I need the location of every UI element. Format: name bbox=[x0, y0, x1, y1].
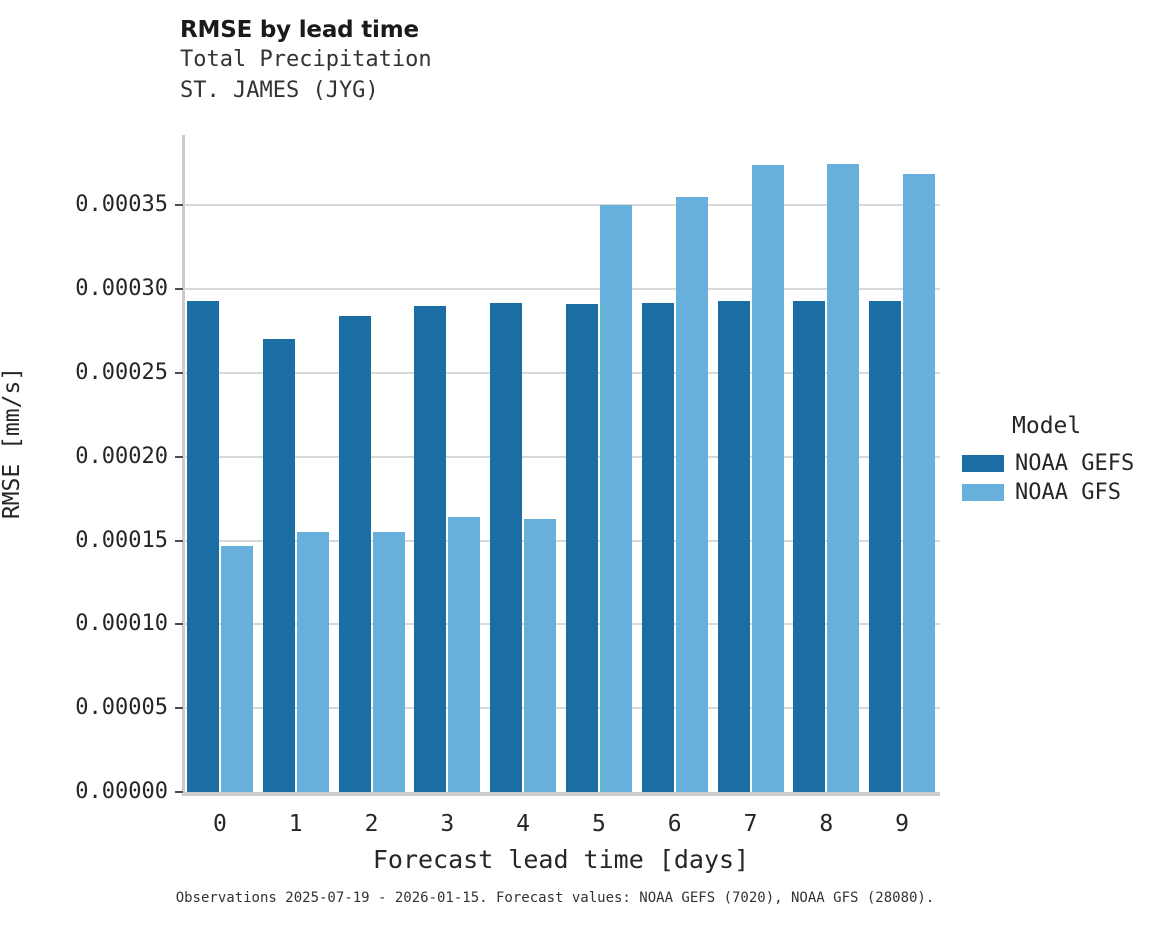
gridline bbox=[182, 707, 940, 710]
y-axis-line bbox=[182, 135, 185, 792]
chart-footnote: Observations 2025-07-19 - 2026-01-15. Fo… bbox=[175, 890, 935, 906]
y-axis-tick bbox=[175, 791, 183, 793]
y-axis-tick bbox=[175, 288, 183, 291]
bar-noaa-gfs-lead-8[interactable] bbox=[827, 163, 860, 792]
x-axis-tick-label: 9 bbox=[895, 811, 910, 837]
y-axis-tick-label: 0.00000 bbox=[75, 779, 168, 804]
y-axis-tick-label: 0.00005 bbox=[75, 695, 168, 721]
x-axis-tick-label: 2 bbox=[364, 811, 379, 837]
bar-noaa-gefs-lead-2[interactable] bbox=[338, 316, 371, 792]
y-axis-tick-labels: 0.00000 0.00005 0.00010 0.00015 0.00020 0.000… bbox=[0, 135, 168, 803]
plot-area bbox=[175, 135, 940, 796]
y-axis-tick-label: 0.00010 bbox=[75, 611, 168, 637]
legend-label-gefs: NOAA GEFS bbox=[1015, 450, 1135, 476]
bar-noaa-gefs-lead-4[interactable] bbox=[490, 302, 523, 792]
legend: Model NOAA GEFS NOAA GFS bbox=[962, 412, 1172, 507]
bar-noaa-gefs-lead-0[interactable] bbox=[186, 300, 219, 792]
y-axis-tick bbox=[175, 623, 183, 626]
bar-noaa-gfs-lead-5[interactable] bbox=[599, 205, 632, 792]
x-axis-tick-label: 1 bbox=[288, 811, 303, 837]
bar-noaa-gefs-lead-9[interactable] bbox=[869, 300, 902, 792]
y-axis-tick bbox=[175, 204, 183, 207]
legend-label-gfs: NOAA GFS bbox=[1015, 479, 1121, 505]
title-block: RMSE by lead time Total Precipitation ST… bbox=[180, 16, 940, 106]
y-axis-tick-label: 0.00025 bbox=[75, 359, 168, 385]
x-axis-line bbox=[182, 792, 940, 796]
chart-subtitle-variable: Total Precipitation bbox=[180, 47, 432, 72]
x-axis-tick-label: 0 bbox=[212, 811, 227, 837]
legend-item-gfs[interactable]: NOAA GFS bbox=[962, 478, 1172, 507]
bar-noaa-gefs-lead-6[interactable] bbox=[641, 302, 674, 792]
bar-noaa-gfs-lead-7[interactable] bbox=[751, 165, 784, 792]
y-axis-tick-label: 0.00030 bbox=[75, 276, 168, 302]
page-title: RMSE by lead time bbox=[180, 17, 419, 43]
bar-noaa-gefs-lead-3[interactable] bbox=[414, 305, 447, 792]
bar-noaa-gfs-lead-9[interactable] bbox=[903, 173, 936, 792]
bar-noaa-gfs-lead-4[interactable] bbox=[524, 518, 557, 792]
x-axis-tick-label: 3 bbox=[440, 811, 455, 837]
bar-noaa-gfs-lead-1[interactable] bbox=[296, 532, 329, 792]
legend-item-gefs[interactable]: NOAA GEFS bbox=[962, 449, 1172, 478]
gridline bbox=[182, 455, 940, 458]
x-axis-tick-label: 6 bbox=[667, 811, 682, 837]
gridline bbox=[182, 623, 940, 626]
x-axis-title: Forecast lead time [days] bbox=[372, 845, 750, 874]
gridline bbox=[182, 288, 940, 291]
gridline bbox=[182, 204, 940, 207]
bar-noaa-gefs-lead-7[interactable] bbox=[717, 300, 750, 792]
gridline bbox=[182, 371, 940, 374]
y-axis-tick bbox=[175, 371, 183, 374]
bar-noaa-gefs-lead-5[interactable] bbox=[565, 304, 598, 792]
y-axis-tick-label: 0.00035 bbox=[75, 192, 168, 218]
bar-noaa-gefs-lead-1[interactable] bbox=[262, 339, 295, 792]
x-axis-tick-label: 4 bbox=[516, 811, 531, 837]
legend-swatch-gefs bbox=[962, 455, 1004, 472]
legend-title: Model bbox=[1012, 413, 1082, 439]
x-axis-tick-label: 8 bbox=[819, 811, 834, 837]
x-axis-tick-label: 7 bbox=[743, 811, 758, 837]
gridline bbox=[182, 539, 940, 542]
bar-noaa-gfs-lead-0[interactable] bbox=[220, 545, 253, 792]
bar-noaa-gfs-lead-2[interactable] bbox=[372, 532, 405, 792]
y-axis-tick bbox=[175, 539, 183, 542]
y-axis-tick-label: 0.00015 bbox=[75, 527, 168, 553]
x-axis-tick-label: 5 bbox=[591, 811, 606, 837]
bar-noaa-gfs-lead-3[interactable] bbox=[448, 517, 481, 792]
y-axis-tick bbox=[175, 707, 183, 710]
chart-subtitle-station: ST. JAMES (JYG) bbox=[180, 78, 379, 103]
bar-noaa-gfs-lead-6[interactable] bbox=[675, 197, 708, 792]
y-axis-title: RMSE [mm/s] bbox=[0, 366, 25, 520]
bar-noaa-gefs-lead-8[interactable] bbox=[793, 300, 826, 792]
y-axis-tick bbox=[175, 455, 183, 458]
legend-swatch-gfs bbox=[962, 484, 1004, 501]
y-axis-tick-label: 0.00020 bbox=[75, 443, 168, 469]
